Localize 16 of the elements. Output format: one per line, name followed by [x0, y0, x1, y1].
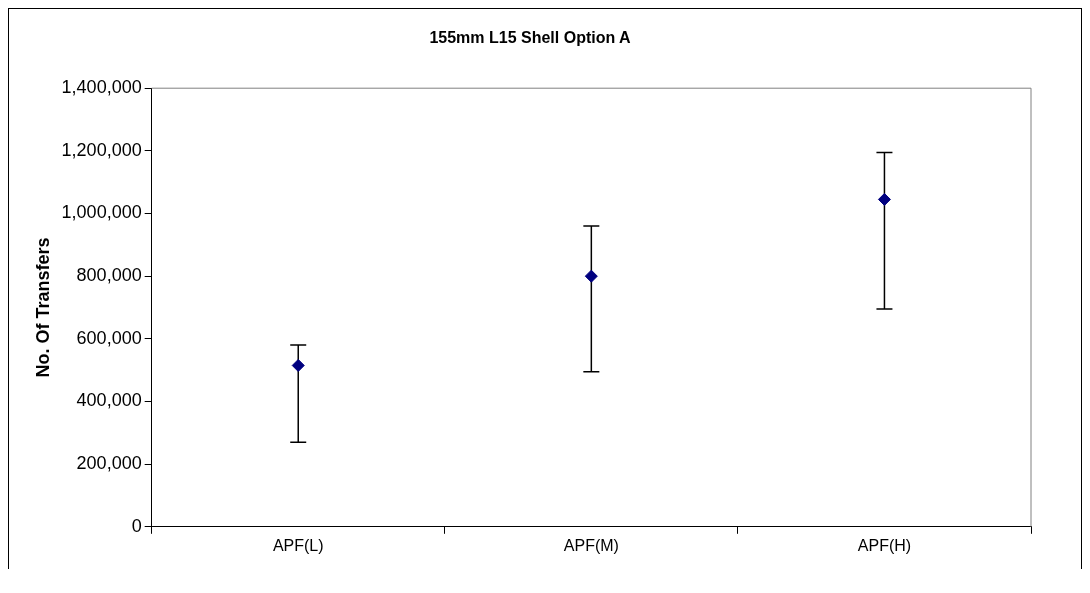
- y-tick-label: 0: [131, 515, 142, 536]
- y-tick-label: 400,000: [76, 390, 142, 411]
- point: [584, 269, 598, 283]
- point: [877, 192, 891, 206]
- y-tick-label: 600,000: [76, 327, 142, 348]
- chart-title: 155mm L15 Shell Option A: [429, 29, 632, 47]
- y-tick-label: 1,400,000: [61, 77, 142, 98]
- point: [291, 358, 305, 372]
- y-axis-title: No. Of Transfers: [32, 237, 53, 378]
- y-tick-label: 200,000: [76, 453, 142, 474]
- y-tick-label: 1,200,000: [61, 139, 142, 160]
- x-tick-label: APF(M): [563, 536, 619, 554]
- y-tick-label: 1,000,000: [61, 202, 142, 223]
- x-tick-label: APF(H): [857, 536, 912, 554]
- y-tick-label: 800,000: [76, 265, 142, 286]
- x-tick-label: APF(L): [272, 536, 324, 554]
